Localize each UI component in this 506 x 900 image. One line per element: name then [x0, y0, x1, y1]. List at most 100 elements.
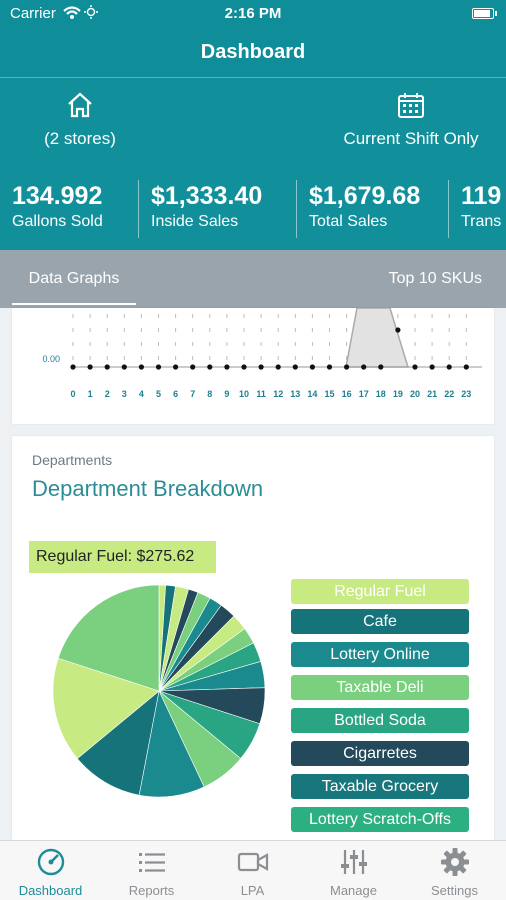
x-tick-label: 15 [324, 389, 334, 399]
sliders-icon [340, 850, 367, 874]
data-point [104, 364, 110, 370]
gauge-icon [37, 848, 64, 876]
metric-inside-sales: $1,333.40 Inside Sales [138, 180, 296, 238]
tab-label: Manage [330, 883, 377, 898]
data-point [138, 364, 144, 370]
nav-bar: Dashboard [0, 30, 506, 78]
store-selector[interactable]: (2 stores) [20, 90, 140, 149]
tab-label: Settings [431, 883, 478, 898]
calendar-icon [398, 93, 424, 118]
tab-label: Dashboard [18, 883, 83, 898]
legend-item-lottery-online[interactable]: Lottery Online [291, 642, 469, 667]
x-tick-label: 10 [239, 389, 249, 399]
data-point [258, 364, 264, 370]
metric-value: $1,333.40 [151, 182, 263, 210]
pie-tooltip: Regular Fuel: $275.62 [29, 541, 216, 573]
x-tick-label: 11 [256, 389, 266, 399]
legend-item-regular-fuel[interactable]: Regular Fuel [291, 579, 469, 604]
tab-label: Top 10 SKUs [388, 270, 482, 287]
data-point [173, 364, 179, 370]
x-tick-label: 23 [461, 389, 471, 399]
x-tick-label: 22 [444, 389, 454, 399]
video-camera-icon [237, 852, 268, 872]
x-tick-label: 9 [224, 389, 229, 399]
bottom-tab-settings[interactable]: Settings [404, 847, 505, 898]
x-tick-label: 6 [173, 389, 178, 399]
x-tick-label: 17 [359, 389, 369, 399]
bottom-tab-reports[interactable]: Reports [101, 847, 202, 898]
legend-label: Lottery Online [330, 646, 430, 663]
pie-slice[interactable] [57, 584, 160, 692]
x-tick-label: 2 [105, 389, 110, 399]
legend-item-taxable-grocery[interactable]: Taxable Grocery [291, 774, 469, 799]
legend-item-cafe[interactable]: Cafe [291, 609, 469, 634]
department-breakdown-card: Departments Department Breakdown Regular… [12, 436, 494, 840]
data-point [361, 364, 367, 370]
data-point [309, 364, 315, 370]
data-point [412, 364, 418, 370]
x-tick-label: 19 [393, 389, 403, 399]
x-tick-label: 1 [88, 389, 93, 399]
x-tick-label: 18 [376, 389, 386, 399]
bottom-tab-bar: Dashboard Reports LPA Manage [0, 840, 506, 900]
active-tab-indicator [12, 303, 136, 305]
pie-slice[interactable] [76, 690, 160, 796]
legend-item-taxable-deli[interactable]: Taxable Deli [291, 675, 469, 700]
data-point [155, 364, 162, 370]
legend-item-cigarretes[interactable]: Cigarretes [291, 741, 469, 766]
metric-label: Inside Sales [151, 213, 239, 230]
metric-label: Total Sales [309, 213, 388, 230]
section-title: Department Breakdown [32, 476, 264, 501]
legend-label: Taxable Deli [336, 679, 424, 696]
legend-item-bottled-soda[interactable]: Bottled Soda [291, 708, 469, 733]
sales-area [345, 308, 410, 368]
wifi-icon [63, 5, 98, 19]
data-point [446, 364, 452, 370]
segment-tabs: Data Graphs Top 10 SKUs [0, 250, 506, 308]
x-tick-label: 21 [427, 389, 437, 399]
tab-label: Reports [128, 883, 175, 898]
hourly-sales-card: 0.00 0 1 2 3 4 5 6 7 8 9 10 11 12 13 14 15 16 17 18 19 20 21 2… [12, 308, 494, 424]
data-point [344, 364, 350, 370]
x-tick-label: 16 [342, 389, 352, 399]
tab-top-skus[interactable]: Top 10 SKUs [389, 250, 482, 308]
legend-label: Bottled Soda [334, 712, 426, 729]
metric-value: $1,679.68 [309, 182, 421, 210]
shift-selector[interactable]: Current Shift Only [336, 90, 486, 149]
hourly-sales-chart: 0.00 0 1 2 3 4 5 6 7 8 9 10 11 12 13 14 15 16 17 18 19 20 21 2… [42, 308, 482, 399]
x-tick-label: 20 [410, 389, 420, 399]
x-tick-label: 0 [70, 389, 75, 399]
bottom-tab-dashboard[interactable]: Dashboard [0, 847, 101, 898]
data-point [224, 364, 230, 370]
section-kicker: Departments [32, 452, 113, 468]
data-point [292, 364, 298, 370]
legend-label: Lottery Scratch-Offs [309, 811, 451, 828]
metric-label: Trans [461, 213, 502, 230]
x-tick-label: 7 [190, 389, 195, 399]
stores-label: (2 stores) [44, 129, 116, 148]
metric-transactions: 119 Trans [448, 180, 506, 238]
pie-slice[interactable] [52, 657, 160, 759]
data-point [429, 364, 435, 370]
legend-label: Taxable Grocery [321, 778, 439, 795]
gear-icon [440, 848, 469, 876]
data-point [207, 364, 213, 370]
data-point [241, 364, 247, 370]
bottom-tab-manage[interactable]: Manage [303, 847, 404, 898]
legend-label: Regular Fuel [334, 583, 426, 600]
data-point [378, 364, 384, 370]
shift-label: Current Shift Only [343, 129, 479, 148]
header-panel: (2 stores) Current Shift Only 134.992 Ga… [0, 78, 506, 250]
x-tick-label: 8 [207, 389, 212, 399]
tab-data-graphs[interactable]: Data Graphs [12, 250, 136, 308]
metric-gallons-sold: 134.992 Gallons Sold [0, 180, 138, 238]
data-point [395, 327, 401, 333]
metrics-strip: 134.992 Gallons Sold $1,333.40 Inside Sa… [0, 180, 506, 238]
department-pie-chart[interactable] [34, 584, 284, 834]
metric-label: Gallons Sold [12, 213, 103, 230]
bottom-tab-lpa[interactable]: LPA [202, 847, 303, 898]
legend-item-lottery-scratch-offs[interactable]: Lottery Scratch-Offs [291, 807, 469, 832]
x-tick-label: 4 [139, 389, 144, 399]
data-point [121, 364, 127, 370]
status-bar: Carrier 2:16 PM [0, 0, 506, 30]
